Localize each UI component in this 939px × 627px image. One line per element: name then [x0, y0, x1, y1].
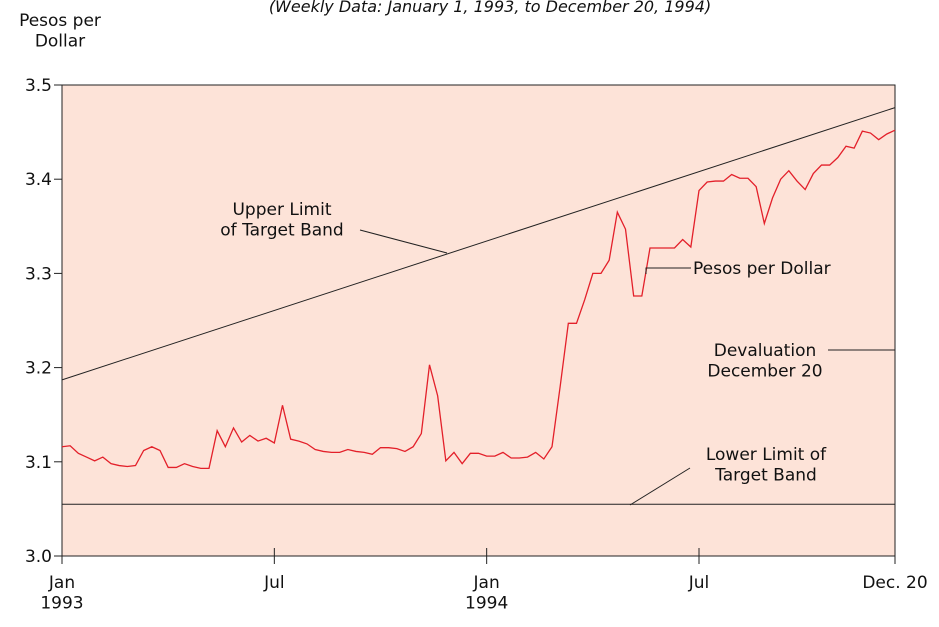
x-tick-label: Dec. 20: [862, 573, 927, 593]
series-label: Pesos per Dollar: [693, 259, 831, 279]
leader: [359, 229, 448, 254]
y-tick-label: 3.2: [25, 359, 52, 379]
x-tick-label: Jul: [263, 573, 285, 593]
data-line: [61, 129, 896, 470]
limit-line: [61, 107, 896, 381]
annotation: Devaluation December 20: [707, 341, 822, 381]
upper-limit-label: Upper Limit of Target Band: [220, 200, 343, 240]
y-axis-label: Pesos per Dollar: [19, 11, 101, 51]
leader: [645, 267, 691, 274]
y-tick-label: 3.4: [25, 170, 52, 190]
leader: [629, 467, 691, 506]
y-tick-label: 3.1: [25, 453, 52, 473]
y-tick-label: 3.5: [25, 76, 52, 96]
x-tick-label: Jul: [688, 573, 710, 593]
lower-limit-label: Lower Limit of Target Band: [706, 445, 827, 485]
plot-background: [61, 84, 896, 557]
y-tick-label: 3.3: [25, 264, 52, 284]
x-tick-label: Jan 1994: [465, 573, 508, 613]
x-tick-label: Jan 1993: [40, 573, 83, 613]
y-tick-label: 3.0: [25, 547, 52, 567]
chart-title: (Weekly Data: January 1, 1993, to Decemb…: [269, 0, 711, 16]
